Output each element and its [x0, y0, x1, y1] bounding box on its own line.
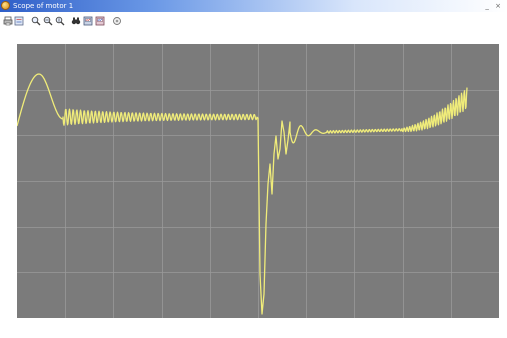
window-title: Scope of motor 1 [13, 2, 74, 10]
print-icon[interactable] [3, 16, 13, 26]
floating-scope-icon[interactable] [112, 16, 122, 26]
scope-grid [17, 44, 499, 318]
autoscale-icon[interactable] [71, 16, 81, 26]
window-controls[interactable]: _ × [485, 2, 503, 10]
save-axes-icon[interactable] [83, 16, 93, 26]
parameters-icon[interactable] [14, 16, 24, 26]
scope-toolbar [0, 13, 507, 29]
signal-trace [17, 73, 468, 315]
zoom-icon[interactable] [31, 16, 41, 26]
scope-trace [17, 73, 468, 315]
scope-app-icon [1, 1, 10, 10]
zoom-y-icon[interactable] [55, 16, 65, 26]
scope-plot-area[interactable] [17, 44, 499, 318]
scope-plot [17, 44, 499, 318]
restore-axes-icon[interactable] [95, 16, 105, 26]
zoom-x-icon[interactable] [43, 16, 53, 26]
title-bar[interactable]: Scope of motor 1 _ × [0, 0, 507, 12]
